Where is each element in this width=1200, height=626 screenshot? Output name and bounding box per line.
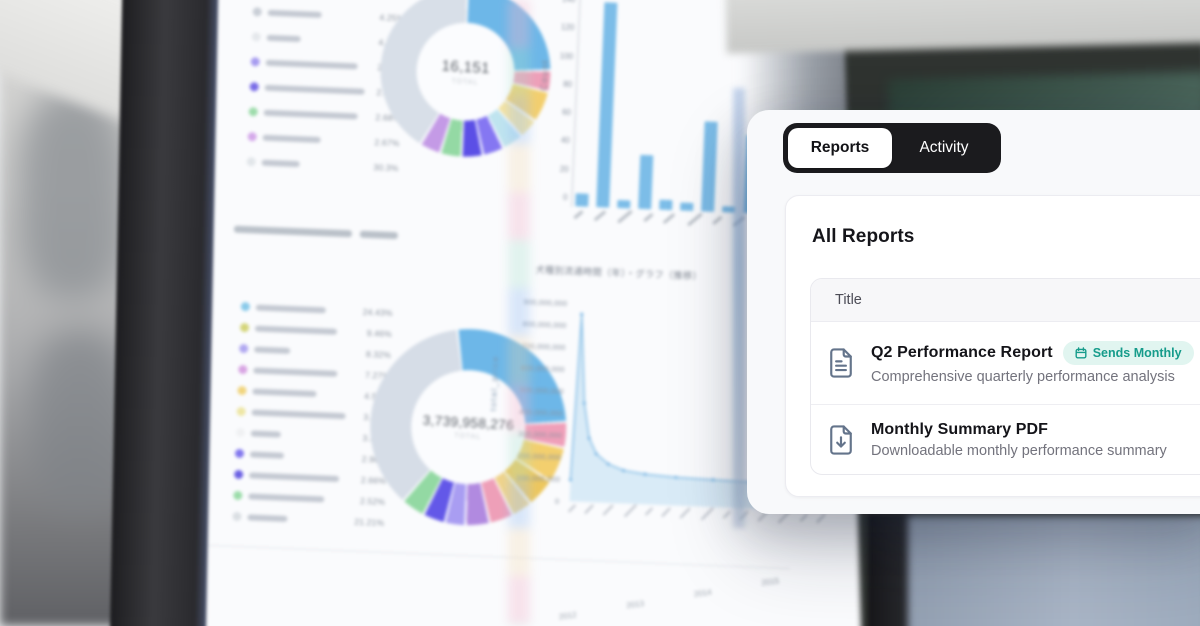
- legend-name: [248, 492, 325, 502]
- legend-dot: [247, 132, 257, 142]
- legend-name: [265, 59, 358, 69]
- legend-name: [249, 471, 340, 482]
- tab-activity[interactable]: Activity: [919, 139, 969, 156]
- badge-label: Sends Monthly: [1092, 346, 1182, 360]
- moire-stripe: [508, 0, 530, 626]
- bar: [659, 199, 673, 211]
- screen-edge-fringe: [733, 88, 745, 528]
- legend-name: [267, 9, 322, 18]
- legend-dot: [248, 107, 258, 117]
- bar: [701, 120, 718, 212]
- all-reports-card: All Reports Title Q2 Pe: [785, 195, 1200, 497]
- legend-dot: [240, 301, 251, 312]
- out-of-focus-screen-bottom: [908, 516, 1200, 626]
- y-tick: 140: [562, 0, 576, 4]
- bar: [680, 202, 694, 212]
- y-tick: 0: [562, 192, 568, 202]
- legend-percent: 30.3%: [373, 161, 399, 173]
- y-tick: 0: [554, 496, 560, 506]
- legend-dot: [233, 469, 244, 480]
- section-title: All Reports: [812, 226, 915, 247]
- tab-reports[interactable]: Reports: [788, 128, 892, 168]
- donut-top-total: 16,151: [441, 56, 491, 77]
- legend-dot: [235, 427, 246, 438]
- legend-name: [254, 325, 338, 335]
- report-description: Comprehensive quarterly performance anal…: [871, 369, 1175, 385]
- legend-name: [255, 304, 326, 313]
- bar: [596, 2, 618, 208]
- chart-title-japanese: 犬種別流通時間（年）・グラフ（推移）: [535, 264, 703, 282]
- legend-dot: [233, 490, 243, 501]
- bar: [575, 193, 589, 207]
- legend-name: [247, 513, 288, 522]
- y-tick: 40: [560, 136, 570, 146]
- year-label: 2015: [760, 576, 780, 588]
- year-label: 2013: [625, 598, 645, 611]
- report-title: Q2 Performance Report: [871, 344, 1053, 361]
- y-tick: 60: [561, 107, 572, 118]
- legend-percent: 24.43%: [362, 306, 393, 318]
- legend-name: [249, 450, 285, 459]
- legend-dot: [251, 32, 261, 42]
- column-header-title: Title: [835, 292, 862, 308]
- legend-dot: [234, 448, 245, 459]
- y-tick: 120: [560, 22, 575, 33]
- y-tick: 20: [559, 164, 569, 174]
- legend-name: [263, 109, 358, 119]
- report-row[interactable]: Q2 Performance Report Sends Monthly Comp…: [811, 322, 1200, 404]
- year-label: 2014: [693, 587, 713, 599]
- sends-monthly-badge: Sends Monthly: [1062, 341, 1194, 365]
- tab-bar: Reports Activity: [783, 123, 1001, 173]
- legend-dot: [236, 406, 246, 417]
- bar: [638, 155, 654, 210]
- report-title: Monthly Summary PDF: [871, 420, 1049, 438]
- legend-name: [262, 134, 321, 143]
- table-header: Title: [811, 279, 1200, 322]
- wall-shadow-blob: [18, 90, 128, 300]
- bar: [617, 199, 631, 209]
- legend-dot: [249, 82, 259, 92]
- legend-subtitle: [233, 225, 399, 240]
- legend-name: [266, 34, 301, 42]
- monitor-bezel-left: [109, 0, 219, 626]
- legend-dot: [250, 57, 260, 67]
- donut-top-total-label: TOTAL: [451, 77, 479, 87]
- year-label: 2012: [558, 610, 578, 622]
- legend-dot: [239, 322, 250, 333]
- screen-divider-line: [205, 544, 790, 570]
- legend-dot: [239, 343, 249, 354]
- legend-name: [252, 387, 317, 397]
- report-description: Downloadable monthly performance summary: [871, 442, 1167, 459]
- file-text-icon: [825, 347, 857, 379]
- legend-name: [253, 366, 338, 377]
- reports-panel: Reports Activity All Reports Title: [747, 110, 1200, 514]
- legend-dot: [238, 364, 248, 375]
- legend-name: [251, 408, 346, 419]
- legend-dot: [237, 385, 247, 396]
- file-download-icon: [825, 424, 857, 456]
- legend-name: [261, 159, 300, 167]
- legend-dot: [252, 7, 262, 17]
- legend-row: 30.3%: [246, 149, 399, 180]
- legend-dot: [246, 157, 256, 167]
- reports-table: Title Q2 Performance Report: [810, 278, 1200, 475]
- legend-name: [264, 84, 365, 95]
- y-tick: 100: [559, 51, 574, 61]
- legend-dot: [232, 511, 242, 522]
- y-tick: 80: [563, 79, 573, 89]
- report-row[interactable]: Monthly Summary PDF Downloadable monthly…: [811, 404, 1200, 474]
- calendar-icon: [1075, 347, 1087, 359]
- legend-name: [250, 429, 281, 438]
- legend-name: [254, 346, 291, 354]
